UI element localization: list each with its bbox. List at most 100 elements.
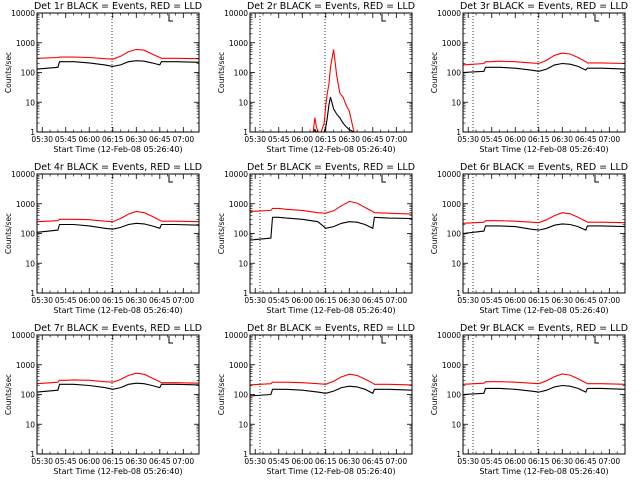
x-tick-label: 05:45	[268, 296, 290, 305]
y-axis-label: Counts/sec	[4, 374, 13, 415]
x-axis-label: Start Time (12-Feb-08 05:26:40)	[479, 145, 608, 154]
x-tick-label: 06:45	[149, 457, 171, 466]
x-tick-label: 06:00	[291, 457, 313, 466]
panel-title: Det 6r BLACK = Events, RED = LLD	[460, 162, 628, 173]
x-tick-label: 06:00	[78, 296, 100, 305]
y-axis-label: Counts/sec	[430, 374, 439, 415]
lld-series-line	[36, 210, 200, 223]
panel-title: Det 2r BLACK = Events, RED = LLD	[247, 1, 415, 12]
x-tick-label: 06:15	[528, 457, 550, 466]
x-tick-label: 06:30	[338, 296, 360, 305]
x-tick-label: 05:30	[457, 135, 479, 144]
y-axis-label: Counts/sec	[430, 52, 439, 93]
events-series-line	[312, 96, 355, 133]
x-tick-label: 06:30	[338, 457, 360, 466]
x-axis-label: Start Time (12-Feb-08 05:26:40)	[53, 145, 182, 154]
x-tick-label: 06:15	[102, 135, 124, 144]
x-tick-label: 06:15	[528, 135, 550, 144]
y-axis-label: Counts/sec	[217, 374, 226, 415]
detector-panel-1: Det 1r BLACK = Events, RED = LLD11010010…	[4, 1, 261, 154]
events-series-line	[36, 60, 200, 70]
y-tick-label: 1	[30, 128, 35, 137]
detector-panel-9: Det 9r BLACK = Events, RED = LLD 1 10 100 10…	[430, 323, 628, 476]
x-tick-label: 06:00	[504, 457, 526, 466]
x-tick-label: 06:45	[362, 457, 384, 466]
panel-title: Det 8r BLACK = Events, RED = LLD	[247, 323, 415, 334]
events-series-line	[462, 223, 626, 235]
y-tick-label: 100	[21, 230, 36, 239]
x-axis-label: Start Time (12-Feb-08 05:26:40)	[479, 467, 608, 476]
x-axis-label: Start Time (12-Feb-08 05:26:40)	[53, 306, 182, 315]
y-tick-label: 100	[447, 230, 462, 239]
lld-series-line	[36, 48, 200, 60]
flag-marker	[381, 14, 386, 22]
y-tick-label: 100	[234, 69, 249, 78]
x-tick-label: 05:45	[268, 457, 290, 466]
x-axis-label: Start Time (12-Feb-08 05:26:40)	[53, 467, 182, 476]
y-tick-label: 10	[25, 259, 35, 268]
panel-title: Det 9r BLACK = Events, RED = LLD	[460, 323, 628, 334]
x-axis-label: Start Time (12-Feb-08 05:26:40)	[266, 467, 395, 476]
x-tick-label: 06:30	[125, 457, 147, 466]
detector-panel-5: Det 5r BLACK = Events, RED = LLD 1 10 100 10…	[217, 162, 474, 315]
plot-frame	[36, 334, 200, 455]
flag-marker	[594, 175, 599, 183]
y-tick-label: 10000	[11, 331, 35, 340]
y-tick-label: 1	[456, 289, 461, 298]
y-tick-label: 100	[21, 69, 36, 78]
panel-title: Det 5r BLACK = Events, RED = LLD	[247, 162, 415, 173]
y-tick-label: 1	[243, 128, 248, 137]
y-tick-label: 10000	[11, 9, 35, 18]
lld-series-line	[249, 200, 413, 215]
panel-title: Det 4r BLACK = Events, RED = LLD	[34, 162, 202, 173]
x-tick-label: 07:00	[173, 457, 195, 466]
x-tick-label: 06:00	[291, 296, 313, 305]
x-tick-label: 06:15	[102, 296, 124, 305]
flag-marker	[594, 14, 599, 22]
x-tick-label: 07:00	[173, 296, 195, 305]
x-tick-label: 06:45	[575, 296, 597, 305]
detector-panel-3: Det 3r BLACK = Events, RED = LLD 1 10 100 10…	[430, 1, 628, 154]
events-series-line	[249, 385, 413, 397]
x-axis-label: Start Time (12-Feb-08 05:26:40)	[266, 145, 395, 154]
y-tick-label: 100	[447, 391, 462, 400]
y-tick-label: 10	[451, 259, 461, 268]
detector-panel-4: Det 4r BLACK = Events, RED = LLD 1 10 100 10…	[4, 162, 261, 315]
y-tick-label: 1000	[229, 39, 248, 48]
y-tick-label: 100	[447, 69, 462, 78]
detector-panel-8: Det 8r BLACK = Events, RED = LLD11010010…	[217, 323, 474, 476]
y-tick-label: 1	[30, 289, 35, 298]
x-tick-label: 06:00	[504, 135, 526, 144]
y-tick-label: 100	[21, 391, 36, 400]
y-tick-label: 100	[234, 230, 249, 239]
y-tick-label: 1000	[442, 200, 461, 209]
detector-panel-7: Det 7r BLACK = Events, RED = LLD11010010…	[4, 323, 261, 476]
flag-marker	[168, 336, 173, 344]
y-tick-label: 1000	[442, 361, 461, 370]
y-axis-label: Counts/sec	[4, 213, 13, 254]
y-axis-label: Counts/sec	[4, 52, 13, 93]
panel-title: Det 7r BLACK = Events, RED = LLD	[34, 323, 202, 334]
plot-frame	[462, 12, 626, 133]
x-tick-label: 07:00	[386, 457, 408, 466]
y-tick-label: 1000	[16, 361, 35, 370]
x-tick-label: 05:45	[55, 135, 77, 144]
events-series-line	[462, 62, 626, 74]
lld-series-line	[36, 372, 200, 385]
lld-series-line	[462, 373, 626, 385]
flag-marker	[168, 175, 173, 183]
x-tick-label: 05:30	[31, 135, 53, 144]
x-tick-label: 07:00	[599, 135, 621, 144]
y-tick-label: 10	[238, 259, 248, 268]
detector-panel-6: Det 6r BLACK = Events, RED = LLD 1 10 100 10…	[430, 162, 628, 315]
x-tick-label: 06:00	[504, 296, 526, 305]
y-axis-label: Counts/sec	[217, 52, 226, 93]
x-tick-label: 06:45	[575, 457, 597, 466]
plot-frame	[36, 173, 200, 294]
y-tick-label: 1	[243, 450, 248, 459]
y-tick-label: 1	[456, 128, 461, 137]
flag-marker	[594, 336, 599, 344]
x-tick-label: 07:00	[599, 457, 621, 466]
x-tick-label: 05:45	[481, 457, 503, 466]
y-tick-label: 100	[234, 391, 249, 400]
